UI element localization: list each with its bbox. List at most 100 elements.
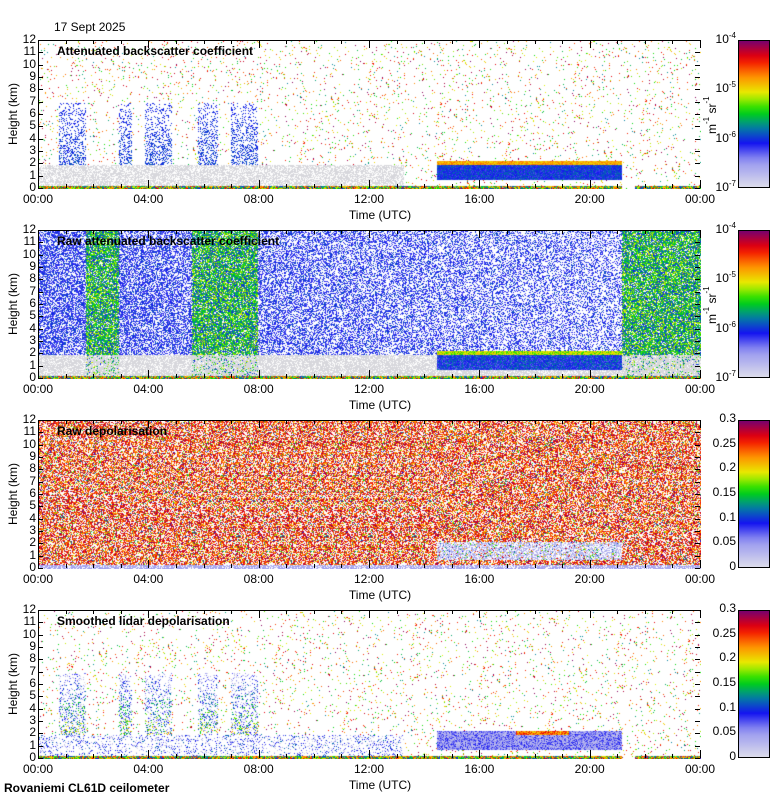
y-tick-label: 0 [29,370,36,384]
x-tick [203,40,205,44]
x-tick [396,420,398,424]
y-tick-label: 7 [29,663,36,678]
heatmap-plot: Raw attenuated backscatter coefficient [38,230,701,379]
x-tick [700,230,701,238]
y-tick-label: 9 [29,639,36,653]
x-tick-label: 20:00 [574,382,605,396]
y-tick-label: 11 [23,424,36,439]
colorbar-label: 10-6 [715,129,736,145]
x-tick [148,370,150,378]
x-tick [451,230,453,234]
y-tick [38,733,43,735]
x-tick [93,184,95,188]
y-tick [695,304,700,305]
x-tick [120,564,122,568]
colorbar-label: 0.1 [719,699,736,714]
y-tick-label: 3 [29,523,36,537]
x-tick [479,750,481,758]
x-tick [479,40,481,48]
x-tick [424,564,426,568]
x-tick [65,564,67,568]
y-tick-label: 0 [29,560,36,574]
y-tick [38,432,43,434]
y-tick [38,708,43,710]
y-tick [38,279,43,281]
y-tick [695,138,700,140]
x-tick [589,560,591,568]
y-tick [695,151,700,152]
y-tick [695,316,700,318]
x-tick [617,184,619,188]
x-tick [424,420,426,424]
y-tick [695,291,700,293]
x-tick [424,40,426,44]
colorbar [738,420,770,568]
x-tick [258,40,260,48]
x-tick-label: 12:00 [353,192,385,206]
x-tick [120,230,122,234]
x-tick [175,40,177,44]
y-tick [38,758,43,759]
y-tick [38,543,43,545]
y-tick [695,671,700,673]
y-tick [38,138,43,140]
x-tick-label: 00:00 [22,192,54,206]
y-tick [695,647,700,648]
x-tick [341,610,343,614]
x-tick [424,374,426,378]
x-tick [672,184,674,188]
x-tick [369,230,370,238]
x-tick [231,610,233,614]
y-tick [695,188,700,189]
x-tick [148,610,150,618]
x-tick [506,610,508,614]
x-tick-label: 08:00 [243,572,274,586]
y-tick [38,230,43,231]
y-tick [695,365,700,367]
y-tick [695,64,700,66]
panel-4: Smoothed lidar depolarisation Height (km… [0,601,780,800]
y-tick [695,175,700,177]
y-tick [695,254,700,256]
x-tick [506,230,508,234]
x-tick [231,564,233,568]
y-tick-label: 12 [22,32,36,46]
x-tick-label: 16:00 [464,382,495,396]
x-tick [313,40,315,44]
y-tick [695,555,700,557]
colorbar-label: 0.15 [712,675,736,689]
x-tick-label: 16:00 [464,572,495,586]
x-tick-label: 00:00 [22,572,54,586]
y-tick [38,163,43,165]
y-tick [695,126,700,128]
colorbar [738,230,770,378]
y-tick-label: 3 [29,143,36,157]
y-tick [695,242,700,244]
x-tick [231,754,233,758]
x-tick [644,374,646,378]
x-tick [65,610,67,614]
x-tick [148,750,150,758]
y-tick-label: 8 [29,271,36,286]
x-tick [424,184,426,188]
y-tick [695,696,700,698]
y-tick-label: 7 [29,473,36,488]
x-tick [65,40,67,44]
y-tick [695,469,700,471]
x-tick [589,610,591,618]
y-tick-label: 2 [29,155,36,170]
x-tick [534,564,536,568]
panel-title: Raw depolarisation [57,424,168,438]
y-tick [38,77,43,78]
x-tick [286,564,288,568]
y-tick [695,432,700,434]
x-tick [479,370,481,378]
y-tick-label: 5 [29,118,36,133]
x-tick [534,40,536,44]
x-tick-label: 00:00 [22,762,54,776]
colorbar [738,610,770,758]
x-tick [203,374,205,378]
x-tick [589,40,591,48]
colorbar-label: 10-4 [715,221,736,236]
